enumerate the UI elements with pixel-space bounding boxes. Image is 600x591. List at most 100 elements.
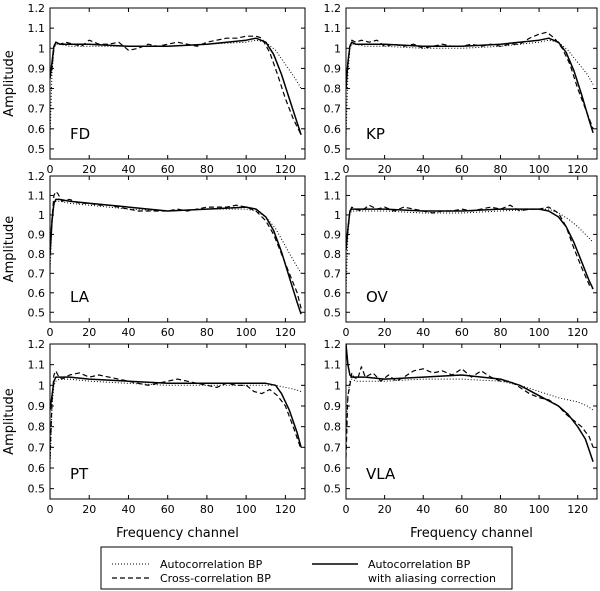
y-tick-label: 0.7 (28, 441, 46, 454)
x-tick-label: 120 (275, 326, 296, 339)
x-tick-label: 40 (416, 503, 430, 516)
y-tick-label: 1.2 (28, 170, 46, 183)
plot-frame (49, 7, 306, 160)
y-tick-label: 0.7 (28, 267, 46, 280)
station-label: LA (70, 288, 90, 306)
y-tick-label: 0.9 (324, 400, 342, 413)
series-line-alias (346, 208, 594, 290)
legend-label-cross: Cross-correlation BP (160, 572, 271, 585)
x-tick-label: 20 (82, 163, 96, 176)
x-tick-label: 40 (121, 163, 135, 176)
legend-box (100, 546, 513, 590)
x-tick-label: 40 (416, 163, 430, 176)
panel-vla: 0.5 0.6 0.7 0.8 0.9 1 1.1 1.2 0 20 40 60 80 100 120 VLA… (324, 338, 598, 541)
x-tick-label: 0 (47, 326, 54, 339)
x-tick-label: 20 (378, 163, 392, 176)
y-tick-label: 1.2 (28, 2, 46, 15)
series-line-auto (346, 208, 594, 293)
x-tick-label: 80 (493, 163, 507, 176)
y-tick-label: 0.8 (28, 421, 46, 434)
x-tick-label: 80 (200, 503, 214, 516)
x-tick-label: 0 (343, 163, 350, 176)
y-tick-label: 1 (38, 379, 45, 392)
plot-frame (49, 343, 306, 500)
y-tick-label: 1.1 (324, 189, 342, 202)
x-tick-label: 100 (529, 503, 550, 516)
series-line-auto (50, 378, 302, 469)
station-label: FD (70, 125, 90, 143)
y-tick-label: 0.8 (324, 421, 342, 434)
station-label: KP (366, 125, 385, 143)
legend-label-alias-line2: with aliasing correction (368, 572, 496, 585)
series-line-cross (346, 31, 594, 130)
legend-label-alias: Autocorrelation BP (368, 558, 471, 571)
panel-kp: 0.5 0.6 0.7 0.8 0.9 1 1.1 1.2 0 20 40 60 80 100 120 KP (324, 2, 598, 176)
y-tick-label: 1.1 (324, 359, 342, 372)
y-axis-label: Amplitude (2, 388, 17, 455)
series-line-cross (346, 366, 594, 458)
station-label: OV (366, 288, 389, 306)
series-line-auto (346, 39, 594, 139)
x-tick-label: 0 (47, 503, 54, 516)
x-tick-label: 80 (200, 326, 214, 339)
y-tick-label: 0.8 (28, 83, 46, 96)
plot-frame (345, 175, 598, 323)
y-tick-label: 0.9 (324, 62, 342, 75)
series-line-alias (346, 37, 594, 134)
y-tick-label: 0.7 (324, 267, 342, 280)
x-tick-label: 0 (343, 326, 350, 339)
x-tick-label: 0 (343, 503, 350, 516)
series-line-cross (346, 204, 594, 290)
y-tick-label: 1.1 (28, 189, 46, 202)
y-tick-label: 0.8 (28, 248, 46, 261)
y-tick-label: 1.2 (324, 170, 342, 183)
x-tick-label: 60 (455, 326, 469, 339)
x-tick-label: 120 (567, 503, 588, 516)
y-tick-label: 1 (38, 209, 45, 222)
y-tick-label: 1 (334, 379, 341, 392)
y-tick-label: 0.6 (324, 462, 342, 475)
legend: Autocorrelation BP Cross-correlation BP … (100, 546, 513, 590)
y-tick-label: 1 (334, 42, 341, 55)
y-tick-label: 0.9 (28, 62, 46, 75)
x-axis-label: Frequency channel (410, 526, 533, 541)
x-tick-label: 120 (567, 163, 588, 176)
series-line-alias (50, 198, 302, 315)
y-tick-label: 1.1 (28, 22, 46, 35)
y-tick-label: 0.9 (324, 228, 342, 241)
y-tick-label: 0.8 (324, 83, 342, 96)
panel-la: 0.5 0.6 0.7 0.8 0.9 1 1.1 1.2 0 20 40 60 80 100 120 LA A… (2, 170, 306, 339)
x-tick-label: 120 (567, 326, 588, 339)
x-tick-label: 80 (493, 503, 507, 516)
y-tick-label: 0.9 (28, 228, 46, 241)
x-tick-label: 80 (200, 163, 214, 176)
station-label: PT (70, 465, 89, 483)
series-line-cross (50, 35, 302, 136)
x-tick-label: 120 (275, 503, 296, 516)
y-tick-label: 0.8 (324, 248, 342, 261)
x-tick-label: 100 (236, 503, 257, 516)
x-tick-label: 20 (82, 326, 96, 339)
station-label: VLA (366, 465, 396, 483)
y-tick-label: 0.6 (324, 287, 342, 300)
panel-pt: 0.5 0.6 0.7 0.8 0.9 1 1.1 1.2 0 20 40 60 80 100 120 PT A… (2, 338, 306, 541)
x-tick-label: 80 (493, 326, 507, 339)
x-tick-label: 20 (378, 503, 392, 516)
panel-fd: 0.5 0.6 0.7 0.8 0.9 1 1.1 1.2 0 20 40 60 80 100 120 FD A… (2, 2, 306, 176)
series-line-alias (50, 37, 302, 136)
series-line-auto (50, 200, 302, 274)
y-tick-label: 1.1 (324, 22, 342, 35)
x-tick-label: 40 (121, 326, 135, 339)
x-tick-label: 120 (275, 163, 296, 176)
y-tick-label: 0.7 (324, 103, 342, 116)
x-tick-label: 40 (121, 503, 135, 516)
y-axis-label: Amplitude (2, 50, 17, 117)
plot-frame (345, 7, 598, 160)
x-tick-label: 60 (161, 503, 175, 516)
y-tick-label: 0.9 (28, 400, 46, 413)
x-tick-label: 40 (416, 326, 430, 339)
y-tick-label: 0.5 (324, 483, 342, 496)
series-line-alias (50, 376, 302, 448)
x-axis-label: Frequency channel (116, 526, 239, 541)
